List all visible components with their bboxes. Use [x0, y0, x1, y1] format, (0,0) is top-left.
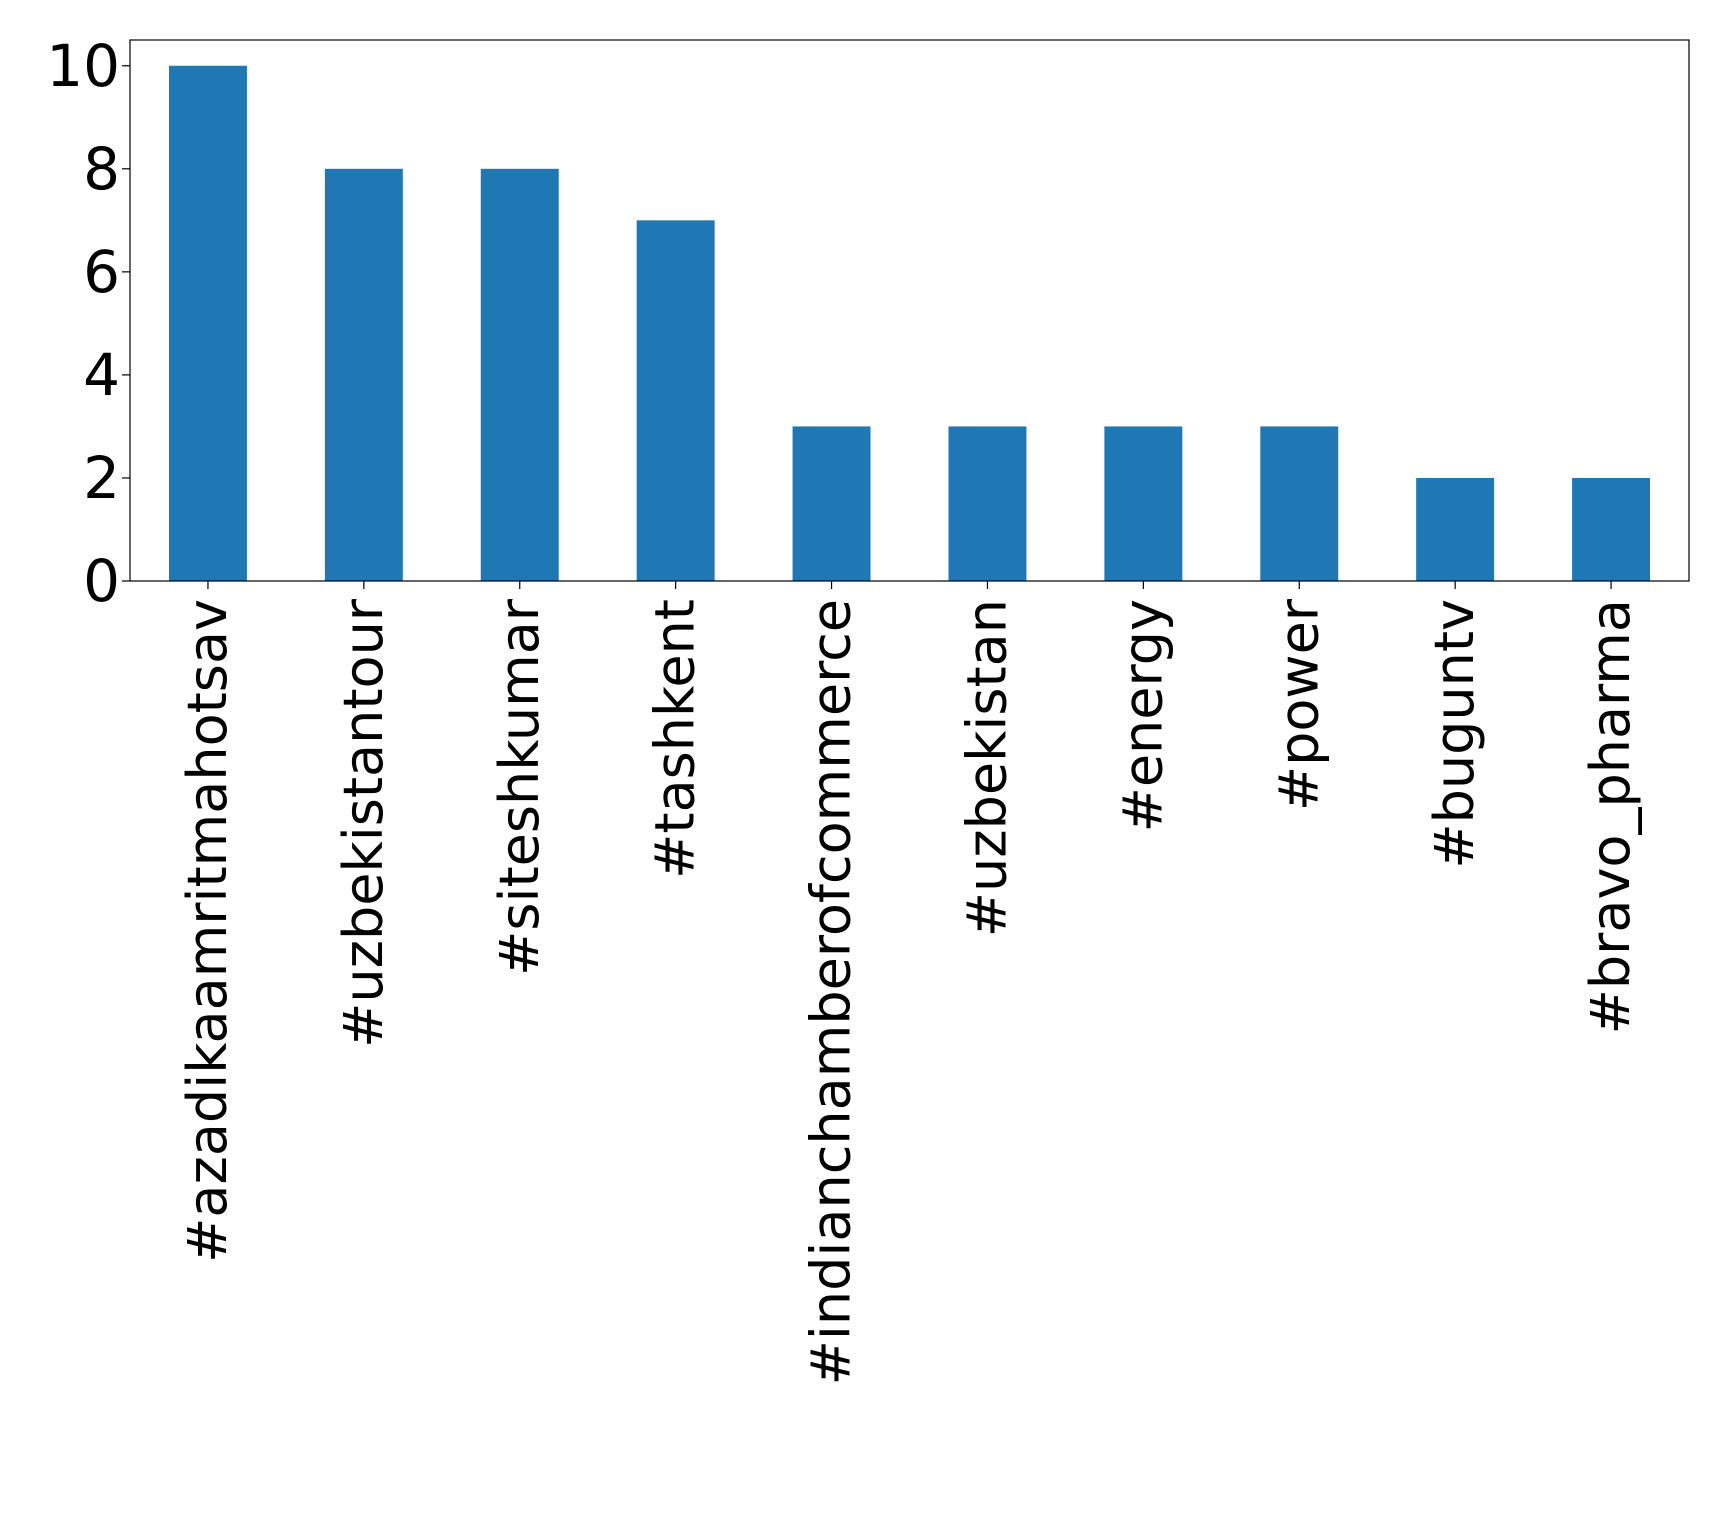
y-axis: 0 2 4 6 8 10	[46, 32, 130, 615]
x-tick-label: #uzbekistantour	[332, 598, 395, 1048]
x-tick-label: #uzbekistan	[955, 599, 1018, 937]
plot-frame	[129, 39, 1690, 582]
bar	[480, 168, 559, 582]
bar	[168, 65, 247, 581]
bars-layer	[168, 65, 1651, 582]
x-tick-label: #indianchamberofcommerce	[800, 599, 863, 1385]
x-tick-label: #power	[1267, 598, 1330, 811]
x-tick-label: #bravo_pharma	[1579, 599, 1642, 1034]
bar	[636, 220, 715, 582]
y-tick-label: 10	[46, 32, 120, 100]
bar	[1416, 477, 1495, 581]
x-tick-label: #azadikaamritmahotsav	[176, 599, 239, 1263]
x-tick-label: #siteshkumar	[488, 598, 551, 976]
y-tick-label: 6	[83, 238, 120, 306]
bar	[1260, 426, 1339, 581]
bar	[1104, 426, 1183, 581]
bar	[792, 426, 871, 581]
bar	[1572, 477, 1651, 581]
y-tick-label: 4	[83, 341, 120, 409]
y-tick-label: 0	[83, 547, 120, 615]
x-tick-label: #tashkent	[644, 599, 707, 879]
bar	[948, 426, 1027, 581]
bar	[324, 168, 403, 582]
x-axis: #azadikaamritmahotsav #uzbekistantour #sit…	[176, 581, 1642, 1385]
y-tick-label: 8	[83, 135, 120, 203]
x-tick-label: #energy	[1111, 599, 1174, 832]
y-tick-label: 2	[83, 444, 120, 512]
x-tick-label: #buguntv	[1423, 599, 1486, 869]
